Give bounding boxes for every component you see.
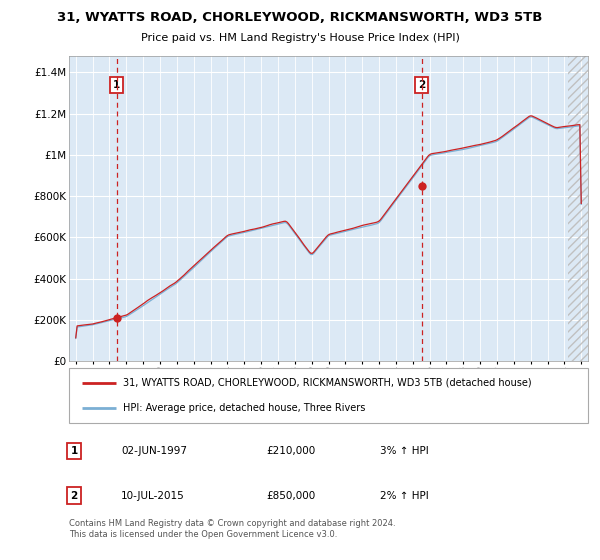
Bar <box>568 56 590 361</box>
Text: 1: 1 <box>113 80 120 90</box>
Text: Contains HM Land Registry data © Crown copyright and database right 2024.
This d: Contains HM Land Registry data © Crown c… <box>69 519 395 539</box>
Text: £210,000: £210,000 <box>266 446 316 456</box>
Text: 02-JUN-1997: 02-JUN-1997 <box>121 446 187 456</box>
Text: HPI: Average price, detached house, Three Rivers: HPI: Average price, detached house, Thre… <box>124 403 366 413</box>
Text: Price paid vs. HM Land Registry's House Price Index (HPI): Price paid vs. HM Land Registry's House … <box>140 32 460 43</box>
Text: 31, WYATTS ROAD, CHORLEYWOOD, RICKMANSWORTH, WD3 5TB: 31, WYATTS ROAD, CHORLEYWOOD, RICKMANSWO… <box>58 11 542 24</box>
Text: 10-JUL-2015: 10-JUL-2015 <box>121 491 185 501</box>
Text: 2: 2 <box>418 80 425 90</box>
Text: £850,000: £850,000 <box>266 491 316 501</box>
Text: 1: 1 <box>71 446 78 456</box>
Text: 2% ↑ HPI: 2% ↑ HPI <box>380 491 429 501</box>
Text: 3% ↑ HPI: 3% ↑ HPI <box>380 446 429 456</box>
FancyBboxPatch shape <box>69 368 588 423</box>
Text: 31, WYATTS ROAD, CHORLEYWOOD, RICKMANSWORTH, WD3 5TB (detached house): 31, WYATTS ROAD, CHORLEYWOOD, RICKMANSWO… <box>124 378 532 388</box>
Text: 2: 2 <box>71 491 78 501</box>
